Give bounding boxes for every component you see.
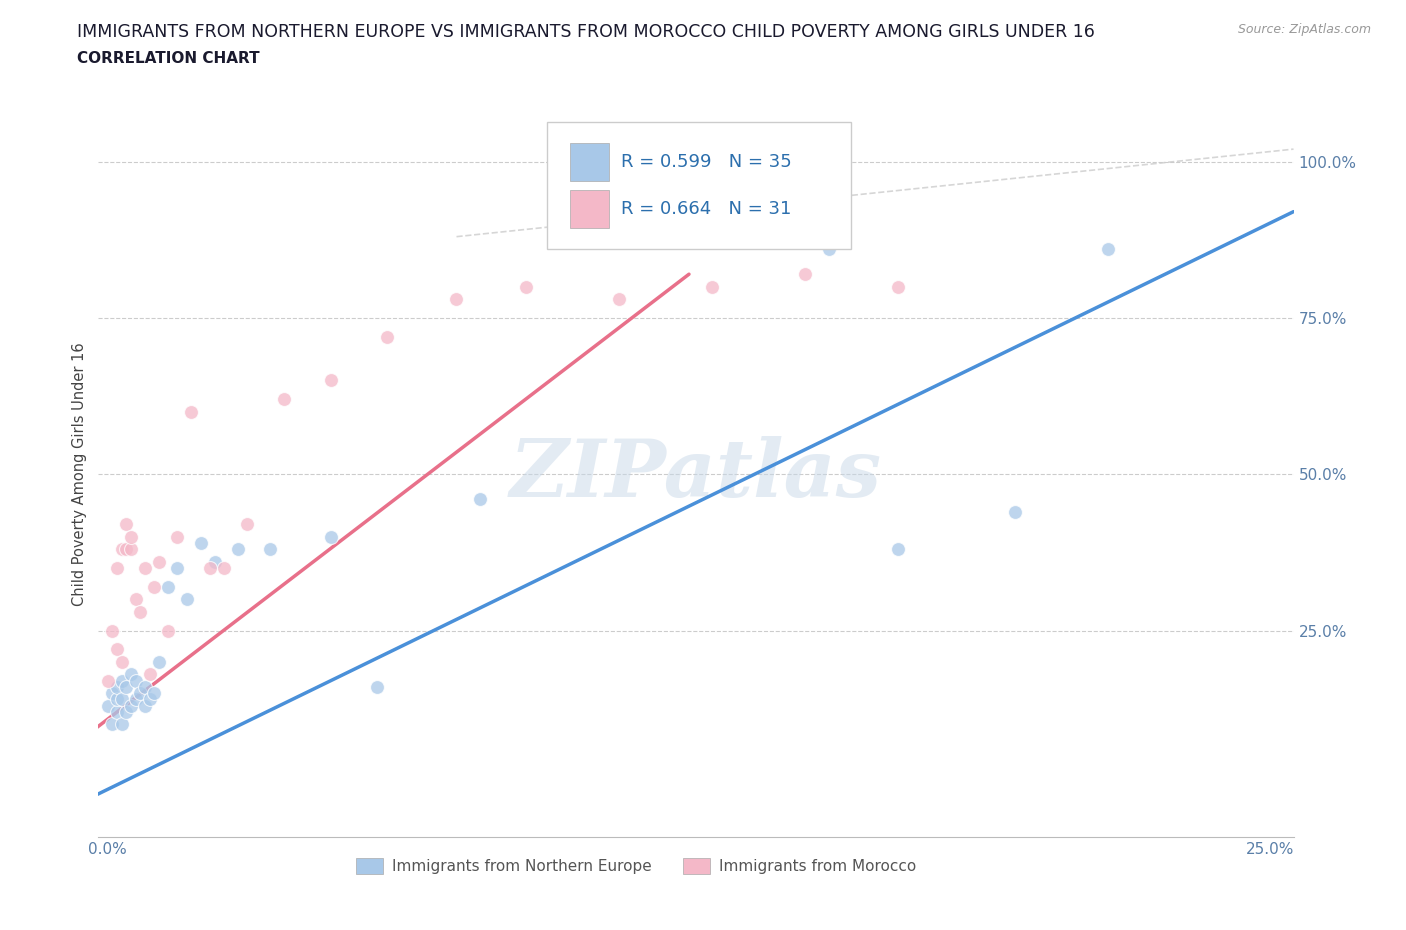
Point bbox=[446, 292, 468, 307]
Point bbox=[198, 561, 221, 576]
Point bbox=[101, 623, 124, 638]
Point bbox=[817, 242, 839, 257]
Point bbox=[120, 529, 142, 544]
Point bbox=[111, 655, 134, 670]
Point bbox=[204, 554, 226, 569]
Point bbox=[120, 698, 142, 713]
Point bbox=[120, 542, 142, 557]
Point bbox=[375, 329, 398, 344]
Point bbox=[97, 673, 120, 688]
Point bbox=[105, 692, 128, 707]
Point bbox=[124, 673, 146, 688]
Point bbox=[97, 698, 120, 713]
Point bbox=[143, 579, 166, 594]
Point bbox=[124, 692, 146, 707]
Point bbox=[143, 685, 166, 700]
Point bbox=[157, 623, 180, 638]
Point bbox=[794, 267, 817, 282]
Text: CORRELATION CHART: CORRELATION CHART bbox=[77, 51, 260, 66]
Point bbox=[115, 680, 138, 695]
Text: IMMIGRANTS FROM NORTHERN EUROPE VS IMMIGRANTS FROM MOROCCO CHILD POVERTY AMONG G: IMMIGRANTS FROM NORTHERN EUROPE VS IMMIG… bbox=[77, 23, 1095, 41]
Point bbox=[148, 554, 170, 569]
Point bbox=[115, 705, 138, 720]
Point bbox=[148, 655, 170, 670]
Point bbox=[273, 392, 295, 406]
Y-axis label: Child Poverty Among Girls Under 16: Child Poverty Among Girls Under 16 bbox=[72, 342, 87, 606]
Text: R = 0.664   N = 31: R = 0.664 N = 31 bbox=[620, 200, 792, 218]
Point bbox=[105, 642, 128, 657]
Point bbox=[101, 685, 124, 700]
Point bbox=[607, 292, 630, 307]
Point bbox=[212, 561, 235, 576]
Point bbox=[120, 667, 142, 682]
Point bbox=[138, 692, 160, 707]
Bar bbox=[571, 143, 609, 180]
Point bbox=[134, 561, 156, 576]
Point bbox=[319, 529, 342, 544]
Text: R = 0.599   N = 35: R = 0.599 N = 35 bbox=[620, 153, 792, 170]
Point bbox=[176, 591, 198, 606]
Bar bbox=[571, 190, 609, 228]
Point bbox=[115, 542, 138, 557]
Point bbox=[515, 279, 537, 294]
Point bbox=[259, 542, 281, 557]
Point bbox=[702, 279, 724, 294]
Point bbox=[226, 542, 249, 557]
Point bbox=[134, 698, 156, 713]
Point bbox=[129, 604, 152, 619]
Point bbox=[887, 542, 910, 557]
Point bbox=[319, 373, 342, 388]
Point bbox=[105, 705, 128, 720]
Point bbox=[138, 667, 160, 682]
Point bbox=[366, 680, 388, 695]
Point bbox=[111, 692, 134, 707]
Point bbox=[111, 673, 134, 688]
Point bbox=[115, 517, 138, 532]
Text: ZIPatlas: ZIPatlas bbox=[510, 435, 882, 513]
Point bbox=[111, 542, 134, 557]
Point bbox=[468, 492, 491, 507]
Point bbox=[190, 536, 212, 551]
Point bbox=[180, 405, 202, 419]
Point bbox=[124, 591, 146, 606]
Point bbox=[134, 680, 156, 695]
Point bbox=[105, 680, 128, 695]
Point bbox=[166, 561, 188, 576]
Point bbox=[1004, 504, 1026, 519]
FancyBboxPatch shape bbox=[547, 123, 852, 249]
Text: Source: ZipAtlas.com: Source: ZipAtlas.com bbox=[1237, 23, 1371, 36]
Point bbox=[1097, 242, 1119, 257]
Legend: Immigrants from Northern Europe, Immigrants from Morocco: Immigrants from Northern Europe, Immigra… bbox=[350, 852, 922, 880]
Point bbox=[105, 561, 128, 576]
Point bbox=[111, 717, 134, 732]
Point bbox=[236, 517, 259, 532]
Point bbox=[166, 529, 188, 544]
Point bbox=[887, 279, 910, 294]
Point bbox=[129, 685, 152, 700]
Point bbox=[157, 579, 180, 594]
Point bbox=[101, 717, 124, 732]
